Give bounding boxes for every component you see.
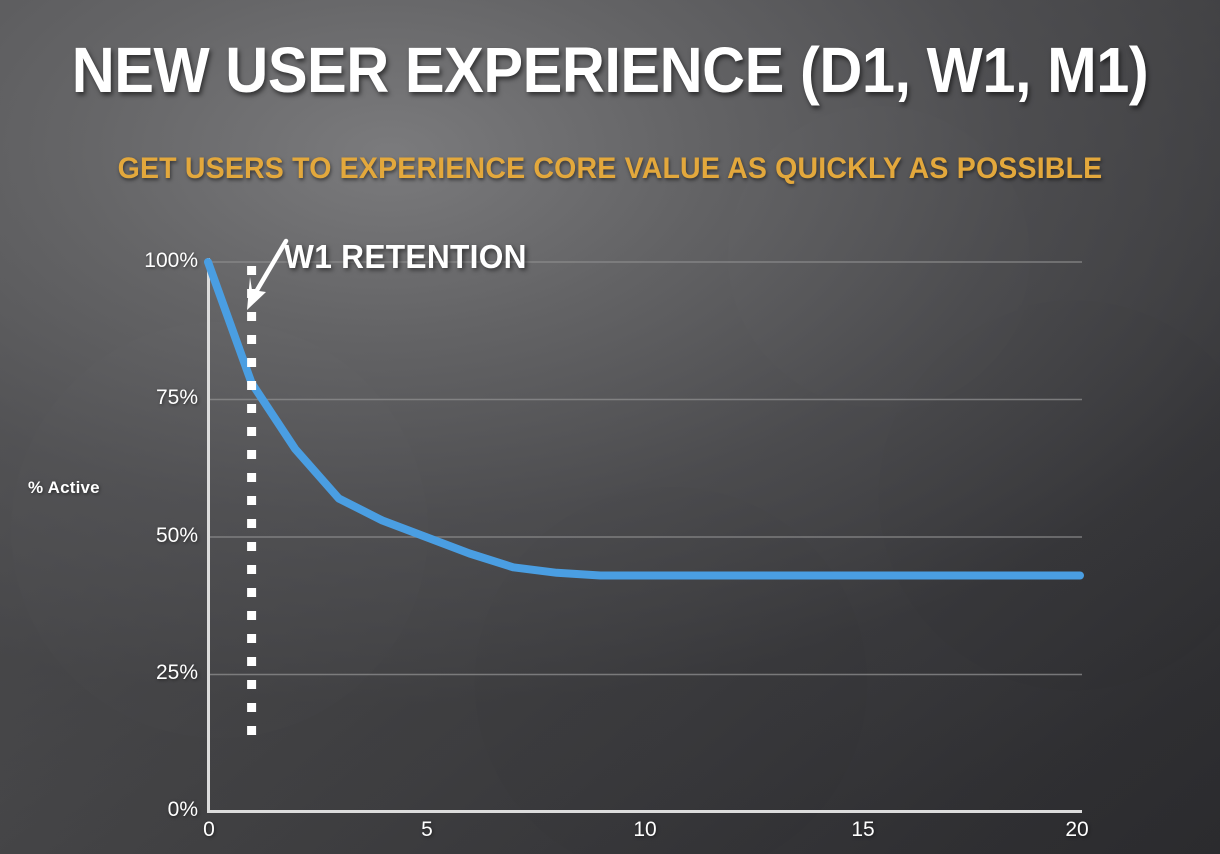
chart-axes <box>207 258 1082 813</box>
retention-curve <box>204 258 1084 580</box>
page-title: NEW USER EXPERIENCE (D1, W1, M1) <box>71 34 1149 106</box>
x-tick-20: 20 <box>1065 818 1089 841</box>
annotation-arrow-icon <box>247 238 289 310</box>
x-tick-10: 10 <box>633 818 657 841</box>
x-tick-15: 15 <box>851 818 875 841</box>
page-subtitle: GET USERS TO EXPERIENCE CORE VALUE AS QU… <box>117 152 1103 185</box>
x-tick-0: 0 <box>203 818 215 841</box>
gridlines <box>208 261 1082 676</box>
y-axis-label: % Active <box>28 478 100 497</box>
x-tick-5: 5 <box>421 818 433 841</box>
w1-retention-annotation: W1 RETENTION <box>284 238 527 275</box>
